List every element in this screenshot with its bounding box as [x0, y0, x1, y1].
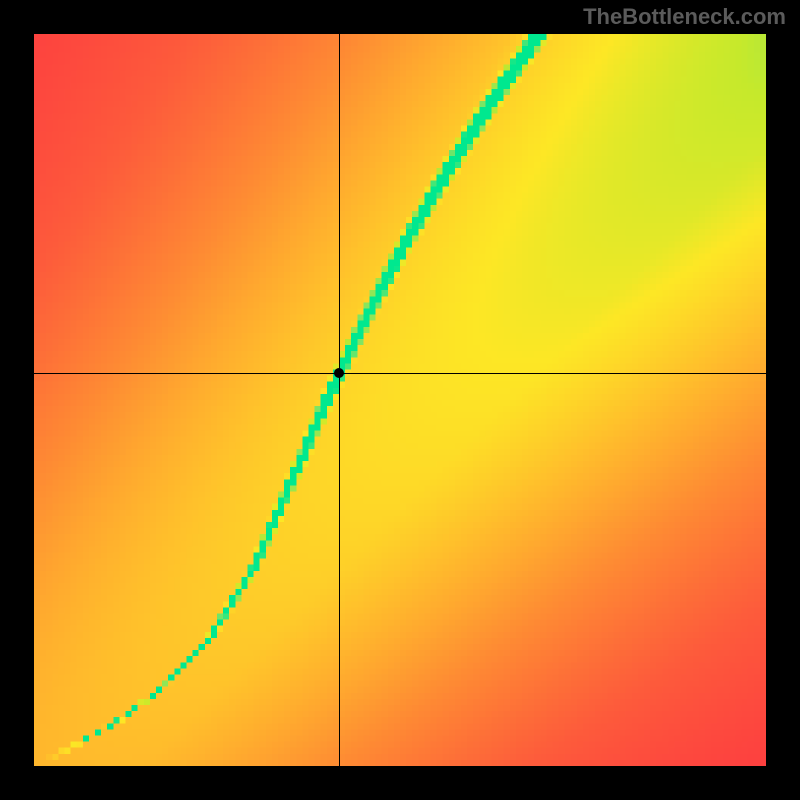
chart-stage: TheBottleneck.com [0, 0, 800, 800]
crosshair-horizontal [34, 373, 766, 374]
crosshair-vertical [339, 34, 340, 766]
heatmap-canvas [34, 34, 766, 766]
watermark-label: TheBottleneck.com [583, 4, 786, 30]
